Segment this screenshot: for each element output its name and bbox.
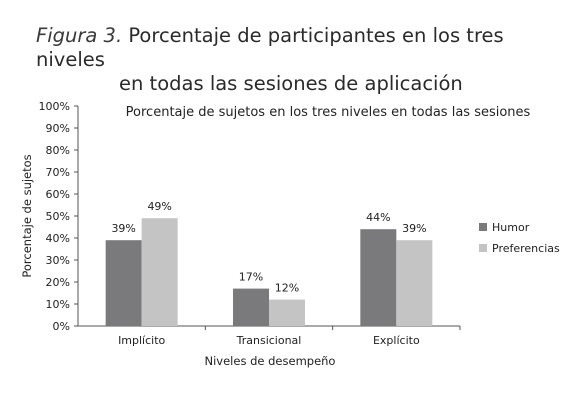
x-ticks: Implícito Transicional Explícito — [118, 326, 461, 347]
bar — [233, 288, 269, 326]
bar — [105, 240, 142, 326]
data-labels: 39% 17% 44% 49% 12% 39% — [111, 200, 426, 294]
data-label: 39% — [111, 222, 135, 235]
figure-title-line1: Porcentaje de participantes en los tres … — [36, 24, 504, 71]
legend-swatch — [479, 244, 487, 252]
y-tick-label: 50% — [46, 210, 70, 223]
data-label: 39% — [402, 222, 426, 235]
chart-title: Porcentaje de sujetos en los tres nivele… — [126, 105, 531, 120]
x-tick-label: Explícito — [373, 334, 420, 347]
y-tick-label: 90% — [46, 122, 70, 135]
y-tick-label: 80% — [46, 144, 70, 157]
y-ticks: 0% 10% 20% 30% 40% 50% 60% 70% 80% 90% 100% — [39, 100, 78, 333]
bar — [360, 229, 397, 326]
x-tick-label: Transicional — [236, 334, 302, 347]
y-tick-label: 60% — [46, 188, 70, 201]
data-label: 17% — [239, 271, 263, 284]
legend-label: Humor — [492, 221, 530, 234]
bars — [105, 218, 433, 326]
figure-title: Figura 3. Porcentaje de participantes en… — [36, 24, 556, 96]
bar — [269, 299, 305, 326]
y-tick-label: 100% — [39, 100, 70, 113]
y-tick-label: 40% — [46, 232, 70, 245]
data-label: 49% — [147, 200, 171, 213]
legend: Humor Preferencias — [479, 221, 560, 255]
y-tick-label: 30% — [46, 254, 70, 267]
legend-swatch — [479, 223, 487, 231]
bar — [396, 240, 433, 326]
bar — [141, 218, 178, 326]
y-tick-label: 20% — [46, 276, 70, 289]
y-tick-label: 0% — [53, 320, 70, 333]
y-tick-label: 70% — [46, 166, 70, 179]
x-axis-label: Niveles de desempeño — [205, 354, 336, 368]
data-label: 12% — [275, 282, 299, 295]
legend-label: Preferencias — [492, 242, 560, 255]
y-tick-label: 10% — [46, 298, 70, 311]
figure-label: Figura 3. — [36, 24, 123, 47]
x-tick-label: Implícito — [118, 334, 165, 347]
y-axis-label: Porcentaje de sujetos — [20, 154, 34, 277]
data-label: 44% — [366, 211, 390, 224]
figure-title-line2: en todas las sesiones de aplicación — [119, 72, 463, 95]
